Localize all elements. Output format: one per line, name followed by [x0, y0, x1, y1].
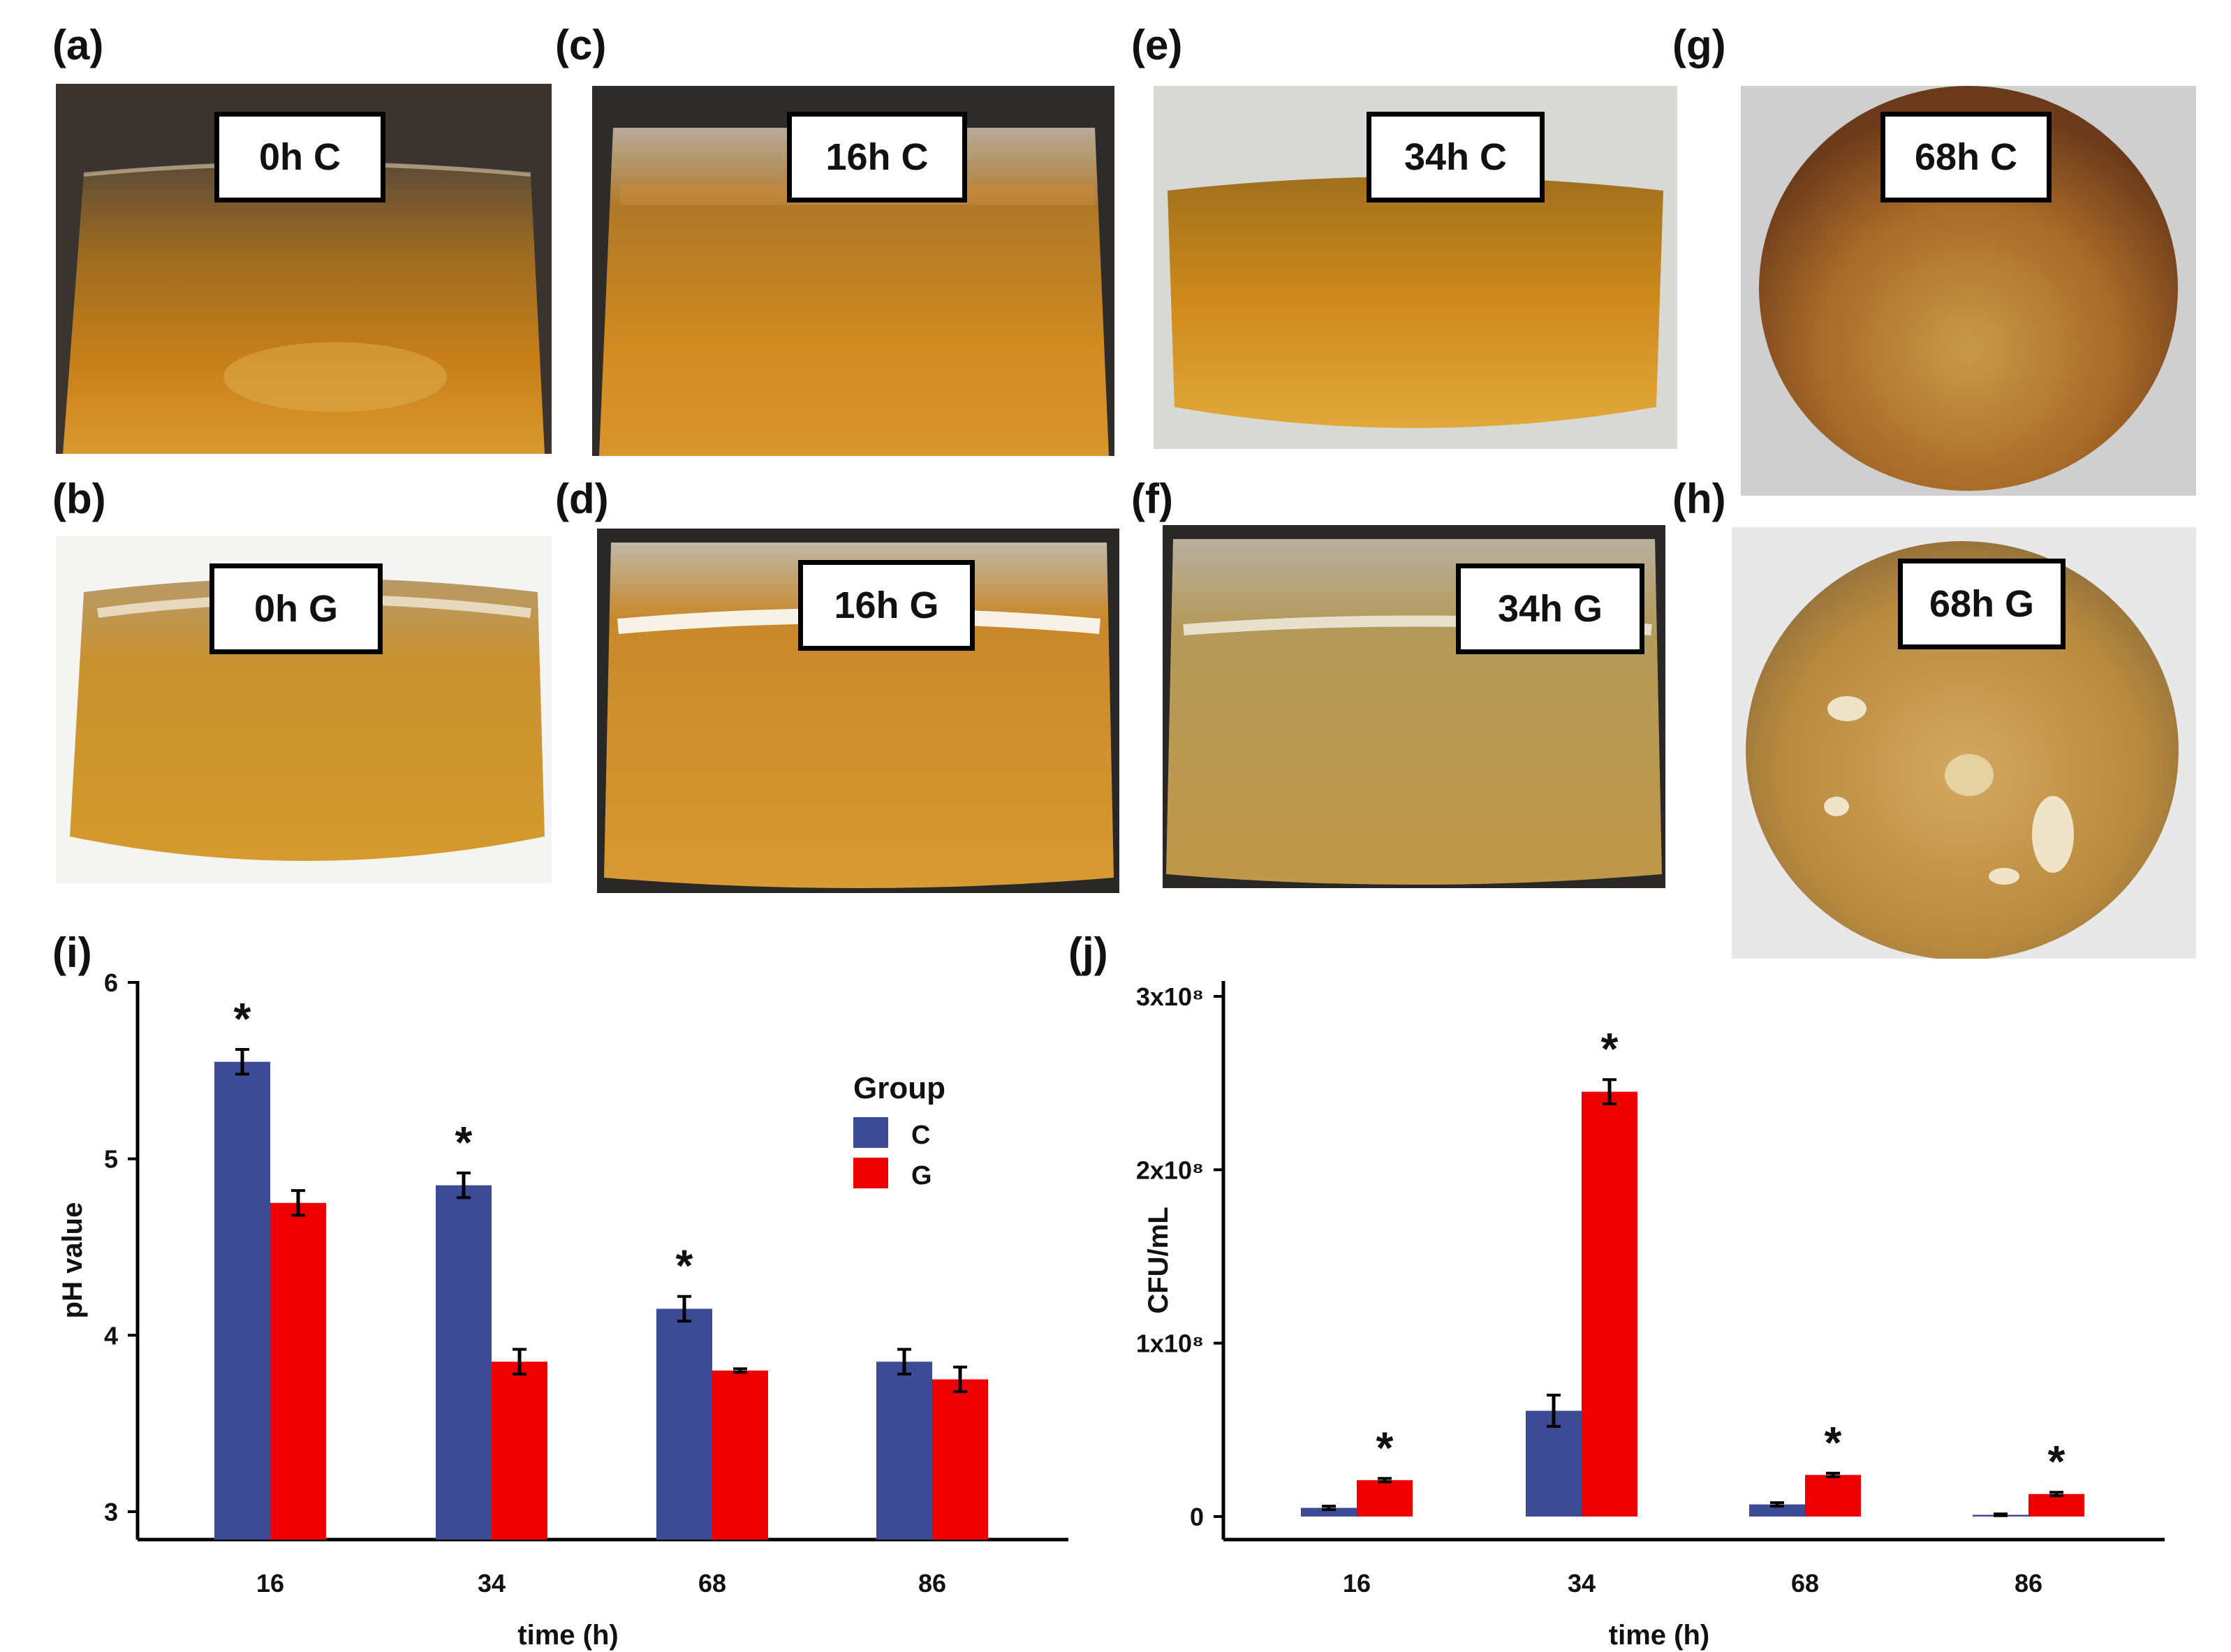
flask-photo-16h-c: [592, 86, 1114, 456]
flask-label-0h-g: 0h G: [209, 563, 383, 654]
bar-1-G-34: [1582, 1091, 1637, 1517]
legend-swatch-G: [853, 1158, 888, 1188]
panel-letter-d: (d): [555, 475, 609, 522]
panel-letter-e: (e): [1131, 22, 1183, 68]
flask-photo-34h-c: [1154, 86, 1677, 449]
bar-1-G-68: [1805, 1475, 1861, 1517]
flask-label-16h-g: 16h G: [798, 560, 975, 651]
x-tick-label-0-16: 16: [256, 1569, 284, 1598]
bar-0-G-34: [492, 1362, 547, 1540]
flask-photo-0h-c: [56, 84, 552, 454]
significance-star-0-34: *: [455, 1117, 473, 1167]
x-tick-label-0-68: 68: [698, 1569, 726, 1598]
flask-label-34h-g: 34h G: [1456, 563, 1644, 654]
significance-star-0-68: *: [676, 1241, 693, 1291]
legend-label-G: G: [911, 1161, 932, 1190]
y-tick-label-0-3: 6: [104, 968, 118, 997]
y-axis-label-1: CFU/mL: [1143, 1207, 1174, 1313]
panel-letter-b: (b): [52, 475, 106, 522]
panel-letter-g: (g): [1672, 22, 1726, 68]
significance-star-1-68: *: [1825, 1417, 1842, 1468]
significance-star-1-86: *: [2048, 1436, 2066, 1487]
panel-letter-a: (a): [52, 22, 104, 68]
bar-0-C-34: [436, 1185, 492, 1540]
y-tick-label-0-2: 5: [104, 1145, 118, 1174]
panel-letter-c: (c): [555, 22, 607, 68]
significance-star-0-16: *: [234, 994, 251, 1044]
bar-0-C-16: [214, 1061, 270, 1540]
flask-label-34h-c: 34h C: [1367, 112, 1545, 202]
y-tick-label-1-0: 0: [1190, 1503, 1204, 1531]
panel-letter-f: (f): [1131, 475, 1173, 522]
bar-1-G-16: [1357, 1480, 1413, 1517]
y-tick-label-1-3: 3x10⁸: [1136, 982, 1204, 1011]
x-axis-label-1: time (h): [1609, 1620, 1709, 1651]
x-tick-label-0-86: 86: [918, 1569, 946, 1598]
panel-letter-h: (h): [1672, 475, 1726, 522]
x-tick-label-1-34: 34: [1568, 1569, 1596, 1598]
x-tick-label-1-68: 68: [1791, 1569, 1819, 1598]
chart-panel-letter-1: (j): [1068, 929, 1108, 976]
bar-1-G-86: [2028, 1494, 2084, 1517]
bar-0-C-68: [656, 1308, 712, 1540]
flask-photo-68h-g: [1732, 527, 2196, 959]
legend-label-C: C: [911, 1121, 930, 1150]
flask-photo-0h-g: [56, 536, 552, 883]
flask-label-0h-c: 0h C: [214, 112, 385, 202]
x-tick-label-0-34: 34: [478, 1569, 506, 1598]
legend-swatch-C: [853, 1117, 888, 1148]
flask-label-68h-c: 68h C: [1880, 112, 2052, 202]
bar-1-C-68: [1749, 1504, 1805, 1517]
bar-1-C-34: [1526, 1410, 1582, 1517]
x-axis-label-0: time (h): [517, 1620, 618, 1651]
bar-1-C-16: [1301, 1507, 1357, 1517]
y-tick-label-1-2: 2x10⁸: [1136, 1156, 1204, 1184]
y-axis-label-0: pH value: [57, 1202, 88, 1319]
bar-0-G-86: [932, 1379, 988, 1540]
flask-label-68h-g: 68h G: [1898, 559, 2066, 649]
x-tick-label-1-16: 16: [1343, 1569, 1371, 1598]
bar-0-G-68: [712, 1370, 768, 1540]
bar-0-C-86: [876, 1362, 932, 1540]
y-tick-label-0-0: 3: [104, 1498, 118, 1526]
chart-panel-letter-0: (i): [52, 929, 92, 976]
significance-star-1-34: *: [1601, 1024, 1619, 1074]
legend-title: Group: [853, 1071, 945, 1105]
y-tick-label-1-1: 1x10⁸: [1136, 1329, 1204, 1358]
bar-0-G-16: [270, 1202, 326, 1540]
x-tick-label-1-86: 86: [2015, 1569, 2042, 1598]
flask-label-16h-c: 16h C: [787, 112, 967, 202]
significance-star-1-16: *: [1376, 1422, 1394, 1473]
y-tick-label-0-1: 4: [104, 1321, 118, 1350]
